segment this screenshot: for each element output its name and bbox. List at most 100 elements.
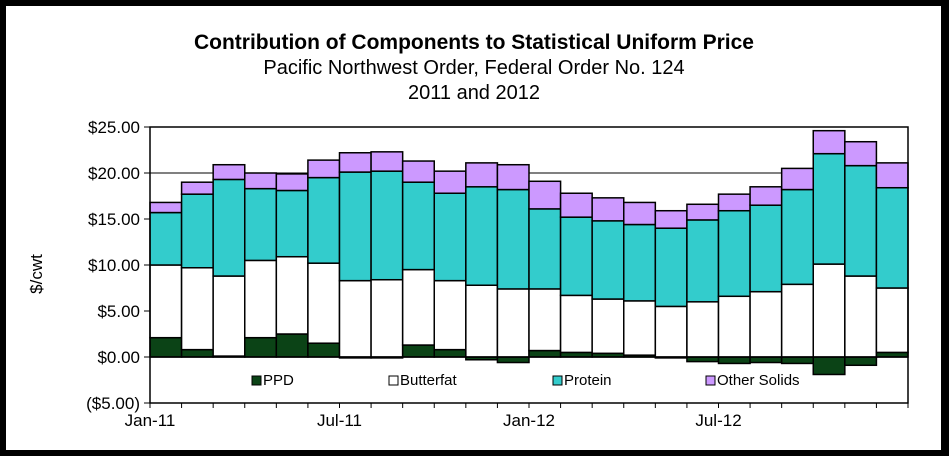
legend: PPD Butterfat Protein Other Solids bbox=[251, 372, 800, 389]
bar-segment-butterfat bbox=[780, 283, 815, 358]
x-tick-label: Jul-11 bbox=[317, 411, 362, 430]
bar-segment-protein bbox=[686, 219, 720, 303]
y-tick-label: $10.00 bbox=[88, 256, 140, 275]
legend-swatch-butterfat bbox=[388, 375, 399, 386]
bar-segment-other-solids bbox=[844, 140, 878, 167]
chart-title: Contribution of Components to Statistica… bbox=[194, 31, 754, 54]
bar-segment-protein bbox=[180, 193, 214, 269]
bar-segment-protein bbox=[401, 181, 435, 271]
legend-label-protein: Protein bbox=[564, 372, 612, 389]
bar-segment-butterfat bbox=[686, 301, 720, 358]
bar-segment-ppd bbox=[844, 356, 878, 367]
bar-segment-ppd bbox=[244, 336, 278, 358]
bar-segment-ppd bbox=[496, 356, 530, 364]
bar-segment-butterfat bbox=[180, 267, 214, 351]
bar-segment-ppd bbox=[149, 336, 183, 358]
bar-segment-other-solids bbox=[528, 180, 562, 210]
bar-segment-butterfat bbox=[844, 275, 878, 358]
plot-area: ($5.00) $0.00 $5.00 $10.00 $15.00 $20.00 $25.0… bbox=[86, 118, 909, 430]
bar-segment-butterfat bbox=[496, 288, 530, 358]
bar-segment-butterfat bbox=[433, 279, 467, 351]
bar-segment-ppd bbox=[433, 348, 467, 358]
bar-segment-other-solids bbox=[654, 209, 688, 229]
legend-swatch-other-solids bbox=[705, 375, 716, 386]
bar-segment-ppd bbox=[528, 349, 562, 358]
bar-segment-other-solids bbox=[686, 203, 720, 221]
bar-segment-other-solids bbox=[433, 170, 467, 194]
bar-segment-butterfat bbox=[212, 275, 246, 357]
bar-segment-protein bbox=[875, 186, 909, 289]
bar-segment-butterfat bbox=[370, 278, 404, 358]
bar-segment-other-solids bbox=[749, 186, 783, 206]
bar-segment-protein bbox=[370, 170, 404, 281]
legend-swatch-protein bbox=[552, 375, 563, 386]
bar-segment-ppd bbox=[780, 356, 815, 365]
y-tick-label: ($5.00) bbox=[86, 394, 140, 413]
bar-segment-other-solids bbox=[780, 167, 815, 191]
bar-segment-other-solids bbox=[875, 162, 909, 189]
bar-segment-other-solids bbox=[559, 192, 593, 218]
bar-segment-protein bbox=[623, 223, 657, 302]
bar-segment-butterfat bbox=[149, 264, 183, 339]
bar-segment-other-solids bbox=[465, 162, 499, 188]
y-tick-label: $5.00 bbox=[97, 302, 140, 321]
bar-segment-butterfat bbox=[875, 287, 909, 354]
bar-segment-butterfat bbox=[749, 290, 783, 358]
bar-segment-protein bbox=[433, 192, 467, 282]
chart-subtitle-line-1: Pacific Northwest Order, Federal Order N… bbox=[263, 57, 684, 79]
bar-segment-protein bbox=[812, 152, 846, 265]
y-tick-label: $0.00 bbox=[97, 348, 140, 367]
bar-segment-butterfat bbox=[623, 300, 657, 356]
bar-segment-ppd bbox=[812, 356, 846, 376]
bar-segment-butterfat bbox=[528, 288, 562, 352]
y-axis-label: $/cwt bbox=[27, 254, 46, 294]
bar-segment-butterfat bbox=[244, 259, 278, 339]
bar-segment-butterfat bbox=[338, 279, 372, 358]
legend-swatch-ppd bbox=[251, 375, 262, 386]
bar-segment-protein bbox=[528, 208, 562, 290]
bar-segment-protein bbox=[844, 164, 878, 277]
bar-segment-protein bbox=[654, 227, 688, 308]
bar-segment-other-solids bbox=[212, 163, 246, 181]
bar-segment-other-solids bbox=[496, 163, 530, 191]
bar-segment-butterfat bbox=[654, 305, 688, 358]
bar-segment-butterfat bbox=[307, 262, 341, 344]
legend-label-ppd: PPD bbox=[263, 372, 294, 389]
bar-segment-ppd bbox=[180, 348, 214, 358]
bar-segment-other-solids bbox=[370, 151, 404, 172]
bar-segment-protein bbox=[559, 216, 593, 297]
bar-segment-butterfat bbox=[465, 284, 499, 358]
bar-segment-protein bbox=[591, 220, 625, 300]
bar-segment-other-solids bbox=[591, 197, 625, 222]
bar-segment-butterfat bbox=[559, 294, 593, 354]
legend-label-butterfat: Butterfat bbox=[400, 372, 458, 389]
bar-segment-other-solids bbox=[275, 173, 309, 192]
bar-segment-ppd bbox=[749, 356, 783, 364]
bar-segment-protein bbox=[496, 188, 530, 290]
bar-segment-ppd bbox=[307, 342, 341, 358]
stacked-bar-chart: Contribution of Components to Statistica… bbox=[27, 31, 909, 430]
bar-segment-other-solids bbox=[244, 172, 278, 190]
bar-segment-protein bbox=[244, 187, 278, 262]
bar-segment-protein bbox=[149, 211, 183, 266]
y-tick-label: $15.00 bbox=[88, 210, 140, 229]
bar-segment-protein bbox=[307, 176, 341, 264]
bar-segment-protein bbox=[717, 209, 751, 298]
chart-subtitle-line-2: 2011 and 2012 bbox=[408, 82, 540, 104]
bar-segment-ppd bbox=[401, 344, 435, 358]
bar-segment-butterfat bbox=[275, 255, 309, 335]
bar-segment-butterfat bbox=[717, 295, 751, 358]
bar-segment-protein bbox=[749, 204, 783, 293]
bar-segment-other-solids bbox=[180, 181, 214, 195]
bar-segment-protein bbox=[780, 188, 815, 286]
bar-segment-protein bbox=[338, 171, 372, 282]
x-tick-label: Jul-12 bbox=[695, 411, 741, 430]
bar-segment-other-solids bbox=[623, 201, 657, 226]
bar-segment-other-solids bbox=[812, 129, 846, 155]
bar-segment-other-solids bbox=[149, 201, 183, 214]
bar-segment-ppd bbox=[275, 333, 309, 358]
bar-segment-ppd bbox=[717, 356, 751, 365]
y-tick-label: $25.00 bbox=[88, 118, 140, 137]
y-tick-label: $20.00 bbox=[88, 164, 140, 183]
